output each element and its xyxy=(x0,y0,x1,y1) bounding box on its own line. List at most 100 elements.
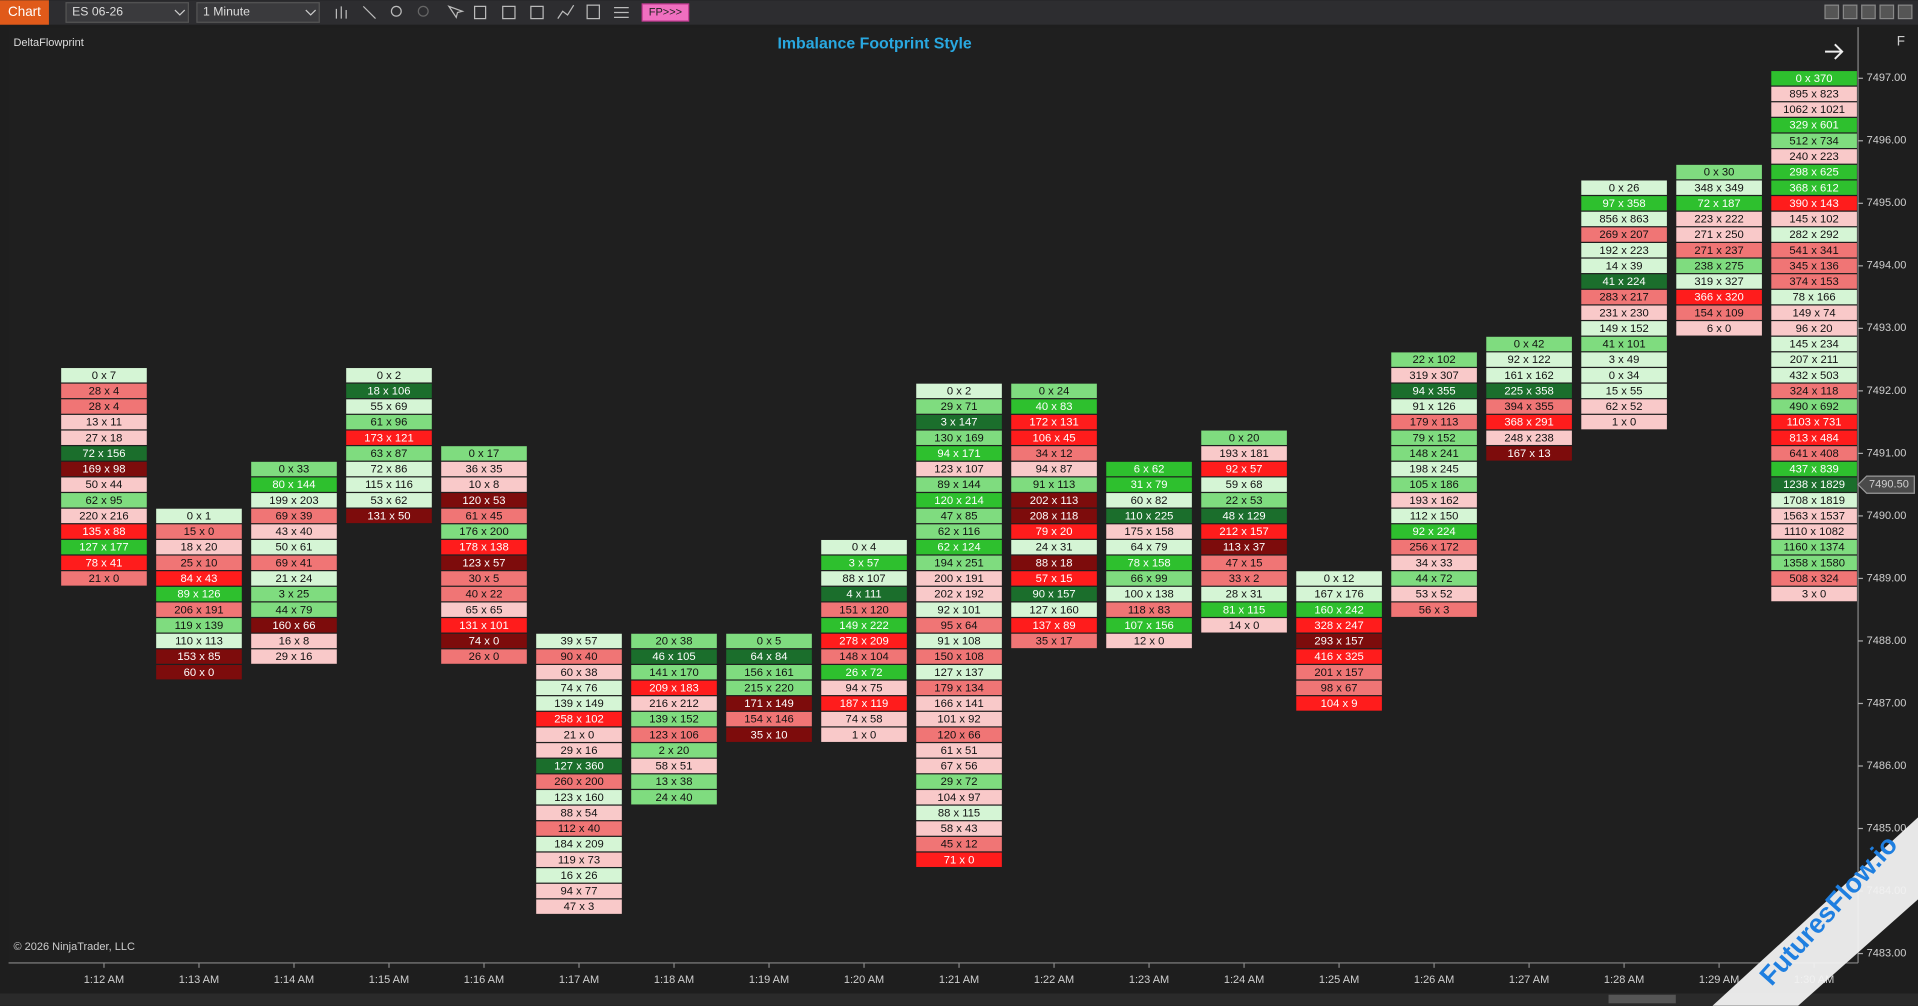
cell-label: 508 x 324 xyxy=(1789,573,1838,585)
footprint-cell xyxy=(1676,196,1762,211)
cell-label: 60 x 82 xyxy=(1131,495,1168,507)
footprint-bar: 0 x 30 348 x 349 72 x 187 223 x 222 271 x 25… xyxy=(1676,164,1762,336)
footprint-cell xyxy=(536,711,622,727)
footprint-cell xyxy=(916,633,1002,649)
dropdown-arrow xyxy=(305,9,317,16)
cell-label: 0 x 34 xyxy=(1609,370,1640,382)
footprint-cell xyxy=(251,493,337,508)
x-tick-label: 1:12 AM xyxy=(84,974,124,986)
footprint-cell xyxy=(61,430,147,445)
footprint-cell xyxy=(1011,383,1097,399)
cell-label: 15 x 55 xyxy=(1606,385,1643,397)
footprint-cell xyxy=(1486,399,1572,414)
cell-label: 62 x 124 xyxy=(937,542,980,554)
scroll-thumb[interactable] xyxy=(1608,994,1676,1004)
fp-button[interactable] xyxy=(641,3,690,22)
footprint-bar: 0 x 12 167 x 176 160 x 242 328 x 247 293 x 1… xyxy=(1296,571,1382,711)
cell-label: 104 x 9 xyxy=(1321,698,1358,710)
cell-label: 432 x 503 xyxy=(1789,370,1838,382)
footprint-cell xyxy=(1201,602,1287,617)
cell-label: 641 x 408 xyxy=(1789,448,1838,460)
cell-label: 0 x 42 xyxy=(1514,339,1545,351)
footprint-cell xyxy=(916,821,1002,836)
footprint-cell xyxy=(1391,602,1477,617)
cell-label: 84 x 43 xyxy=(181,573,218,585)
cell-label: 0 x 1 xyxy=(187,510,211,522)
footprint-cell xyxy=(631,727,717,742)
footprint-cell xyxy=(1106,524,1192,539)
toolbar-icons[interactable] xyxy=(335,4,629,20)
cell-label: 61 x 96 xyxy=(371,417,408,429)
fp-button-label[interactable]: FP>>> xyxy=(649,6,682,18)
footprint-cell xyxy=(1771,539,1857,555)
footprint-cell xyxy=(1486,383,1572,399)
cell-label: 28 x 31 xyxy=(1226,589,1263,601)
footprint-cell xyxy=(1296,602,1382,617)
last-price-marker xyxy=(1857,475,1915,494)
footprint-cell xyxy=(1201,555,1287,571)
corner-label[interactable]: F xyxy=(1897,33,1905,48)
footprint-cell xyxy=(1581,336,1667,352)
cell-label: 374 x 153 xyxy=(1789,276,1838,288)
footprint-cell xyxy=(726,727,812,742)
footprint-cell xyxy=(916,430,1002,445)
x-tick-label: 1:14 AM xyxy=(274,974,314,986)
cell-label: 1238 x 1829 xyxy=(1783,479,1845,491)
footprint-cell xyxy=(61,414,147,430)
footprint-cell xyxy=(1581,180,1667,195)
footprint-cell xyxy=(1771,102,1857,117)
cell-label: 345 x 136 xyxy=(1789,260,1838,272)
cell-label: 24 x 40 xyxy=(656,792,693,804)
footprint-cell xyxy=(1676,227,1762,242)
cell-label: 269 x 207 xyxy=(1599,229,1648,241)
cell-label: 66 x 99 xyxy=(1131,573,1168,585)
cell-label: 31 x 79 xyxy=(1131,479,1168,491)
cell-label: 260 x 200 xyxy=(554,776,603,788)
footprint-cell xyxy=(821,555,907,571)
footprint-cell xyxy=(916,399,1002,414)
footprint-cell xyxy=(1011,618,1097,633)
footprint-cell xyxy=(726,711,812,727)
cell-label: 71 x 0 xyxy=(944,854,975,866)
cell-label: 1103 x 731 xyxy=(1787,417,1842,429)
x-tick-label: 1:17 AM xyxy=(559,974,599,986)
x-tick-label: 1:26 AM xyxy=(1414,974,1454,986)
window-controls[interactable] xyxy=(1824,4,1913,20)
footprint-cell xyxy=(916,602,1002,617)
cell-label: 1358 x 1580 xyxy=(1783,557,1845,569)
cell-label: 166 x 141 xyxy=(934,698,983,710)
cell-label: 63 x 87 xyxy=(371,448,408,460)
footprint-bar: 0 x 5 64 x 84 156 x 161 215 x 220 171 x 149 1… xyxy=(726,633,812,742)
chart-tab[interactable] xyxy=(0,0,49,25)
instrument-select[interactable] xyxy=(65,2,189,23)
footprint-cell xyxy=(536,899,622,914)
footprint-cell xyxy=(1581,368,1667,383)
cell-label: 88 x 18 xyxy=(1036,557,1073,569)
cell-label: 112 x 40 xyxy=(558,823,600,835)
chart-tab-label[interactable]: Chart xyxy=(8,4,41,19)
interval-label[interactable]: 1 Minute xyxy=(203,5,250,19)
footprint-cell xyxy=(1106,493,1192,508)
cell-label: 135 x 88 xyxy=(82,526,125,538)
footprint-cell xyxy=(441,586,527,602)
footprint-cell xyxy=(1486,352,1572,367)
cell-label: 15 x 0 xyxy=(184,526,215,538)
y-tick-label: 7483.00 xyxy=(1867,947,1907,959)
x-tick-label: 1:29 AM xyxy=(1699,974,1739,986)
cell-label: 130 x 169 xyxy=(934,432,983,444)
cell-label: 161 x 162 xyxy=(1504,370,1553,382)
cell-label: 184 x 209 xyxy=(554,839,603,851)
interval-select[interactable] xyxy=(196,2,320,23)
scrollbar[interactable] xyxy=(0,993,1918,1006)
cell-label: 0 x 2 xyxy=(947,385,971,397)
footprint-cell xyxy=(441,633,527,649)
cell-label: 72 x 156 xyxy=(82,448,125,460)
cell-label: 416 x 325 xyxy=(1314,651,1363,663)
cell-label: 78 x 158 xyxy=(1127,557,1170,569)
scroll-right-arrow[interactable] xyxy=(1825,43,1844,60)
cell-label: 209 x 183 xyxy=(649,682,698,694)
y-tick-label: 7493.00 xyxy=(1867,322,1907,334)
cell-label: 97 x 358 xyxy=(1603,198,1646,210)
instrument-label[interactable]: ES 06-26 xyxy=(72,5,123,19)
footprint-cell xyxy=(156,555,242,571)
